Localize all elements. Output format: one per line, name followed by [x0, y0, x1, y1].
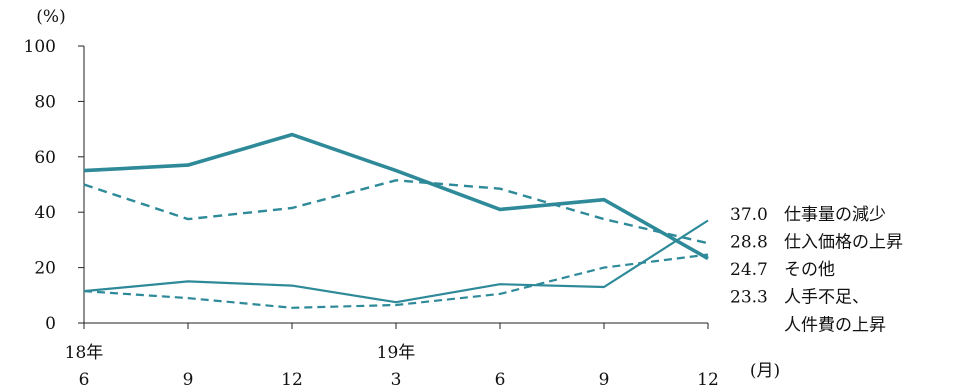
- x-tick-label: 12: [697, 370, 719, 390]
- legend-value: 24.7: [730, 260, 768, 280]
- y-unit-label: (%): [36, 7, 65, 27]
- y-tick-label: 100: [24, 37, 56, 57]
- series-line-4: [83, 132, 709, 261]
- legend-entry: 37.0 仕事量の減少: [730, 205, 886, 225]
- y-tick-label: 0: [45, 314, 56, 334]
- legend-value: 23.3: [730, 288, 768, 308]
- x-tick-label: 6: [495, 370, 506, 390]
- legend-name: その他: [784, 260, 835, 280]
- legend-value: 28.8: [730, 233, 768, 253]
- legend: 37.0 仕事量の減少 28.8 仕入価格の上昇 24.7 その他 23.3 人手不足、人件費…: [730, 205, 903, 336]
- x-year-label: 18年: [65, 343, 104, 363]
- series-line-3: [83, 253, 709, 309]
- x-year-label: 19年: [377, 343, 416, 363]
- legend-entry: 24.7 その他: [730, 260, 835, 280]
- x-unit-label: (月): [750, 361, 780, 381]
- y-tick-label: 60: [34, 148, 56, 168]
- y-tick-label: 80: [34, 92, 56, 112]
- x-tick-label: 3: [391, 370, 402, 390]
- legend-name: 人手不足、: [784, 288, 869, 308]
- y-tick-label: 40: [34, 203, 56, 223]
- legend-name: 人件費の上昇: [784, 316, 886, 336]
- x-tick-label: 6: [79, 370, 90, 390]
- legend-name: 仕事量の減少: [784, 205, 886, 225]
- x-tick-label: 12: [281, 370, 303, 390]
- legend-entry: 23.3 人手不足、人件費の上昇: [730, 288, 886, 336]
- legend-name: 仕入価格の上昇: [784, 233, 903, 253]
- y-tick-label: 20: [34, 259, 56, 279]
- axes: 0 20 40 60 80 100 (%) 6 9 12 3 6 9 12 18年 19年 (月): [24, 7, 781, 390]
- series-layer: [83, 132, 709, 309]
- legend-value: 37.0: [730, 205, 768, 225]
- series-line-2: [83, 179, 709, 245]
- legend-entry: 28.8 仕入価格の上昇: [730, 233, 903, 253]
- series-line-1: [83, 219, 709, 304]
- x-tick-label: 9: [599, 370, 610, 390]
- x-tick-label: 9: [183, 370, 194, 390]
